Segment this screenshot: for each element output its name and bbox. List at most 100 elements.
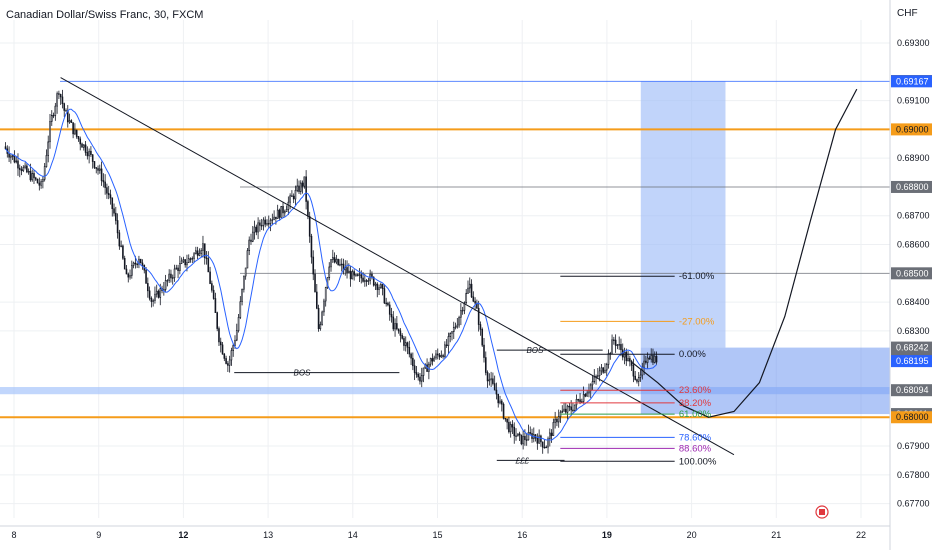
candle-body	[540, 435, 542, 443]
candle-body	[70, 120, 73, 123]
candle-body	[13, 155, 16, 163]
candle-body	[335, 258, 338, 263]
x-tick-label: 22	[856, 530, 866, 540]
candle-body	[607, 353, 610, 365]
candle-body	[465, 292, 468, 303]
demand-zone	[0, 387, 890, 395]
price-tag-label: 0.68500	[896, 268, 929, 278]
candle-body	[20, 169, 23, 172]
candle-body	[575, 399, 578, 406]
price-tag	[891, 180, 932, 193]
candle-body	[388, 304, 391, 315]
candle-body	[139, 258, 142, 264]
candle-body	[212, 289, 215, 299]
price-tag	[891, 267, 932, 280]
candle-body	[307, 201, 309, 217]
candle-body	[593, 376, 596, 382]
candle-body	[29, 170, 32, 181]
candle-body	[634, 375, 636, 380]
candle-body	[148, 290, 151, 299]
candle-body	[356, 274, 359, 276]
candle-body	[264, 219, 267, 225]
candle-body	[458, 316, 460, 326]
candle-body	[554, 418, 556, 423]
candle-body	[223, 353, 226, 359]
candle-body	[259, 222, 261, 226]
candle-body	[543, 446, 546, 449]
candle-body	[630, 360, 633, 366]
x-tick-label: 15	[432, 530, 442, 540]
candle-body	[586, 392, 588, 397]
candle-body	[561, 410, 564, 413]
candle-body	[237, 317, 240, 331]
candle-body	[235, 330, 238, 341]
candle-body	[47, 141, 50, 156]
candle-body	[84, 144, 87, 153]
candle-body	[362, 277, 364, 282]
candle-body	[367, 280, 370, 282]
price-tag-label: 0.68800	[896, 182, 929, 192]
candle-body	[428, 363, 430, 372]
candle-body	[397, 328, 400, 332]
candle-body	[209, 271, 211, 284]
candle-body	[266, 223, 268, 225]
candle-body	[17, 160, 19, 169]
candle-body	[643, 360, 645, 368]
candle-body	[355, 274, 357, 276]
candle-body	[616, 344, 619, 346]
candle-body	[404, 342, 407, 346]
horizontal-levels	[0, 80, 890, 419]
fib-label: -61.00%	[679, 271, 715, 282]
candle-body	[351, 271, 354, 280]
candle-body	[598, 370, 601, 376]
candle-body	[392, 316, 395, 330]
candle-body	[120, 245, 122, 247]
candle-body	[273, 216, 275, 220]
candle-body	[394, 323, 396, 330]
price-tag-label: 0.68000	[896, 412, 929, 422]
candle-body	[100, 168, 103, 181]
candle-body	[360, 274, 363, 279]
candle-body	[422, 367, 425, 376]
annotation-label: BOS	[526, 346, 544, 355]
candle-body	[22, 167, 25, 172]
candle-body	[8, 153, 10, 158]
candle-body	[380, 284, 382, 288]
candle-body	[106, 187, 108, 194]
candle-body	[225, 358, 227, 364]
candle-body	[438, 354, 441, 358]
candle-body	[102, 180, 105, 183]
candle-body	[490, 378, 492, 381]
fib-label: 0.00%	[679, 349, 706, 360]
candle-body	[632, 364, 635, 377]
price-tag-label: 0.68094	[896, 385, 929, 395]
grid	[0, 20, 890, 518]
candle-body	[348, 270, 350, 273]
candle-body	[303, 176, 306, 187]
candle-body	[34, 177, 37, 180]
candle-body	[195, 250, 197, 255]
candle-body	[324, 287, 327, 302]
candle-body	[493, 383, 496, 391]
price-tag	[891, 75, 932, 88]
candle-body	[549, 432, 551, 440]
candle-body	[291, 195, 293, 197]
candles	[4, 89, 658, 454]
x-tick-label: 19	[602, 530, 612, 540]
candle-body	[433, 357, 435, 362]
candle-body	[109, 194, 112, 199]
candle-body	[636, 379, 638, 382]
candle-body	[56, 93, 58, 107]
candle-body	[447, 336, 450, 347]
candle-body	[577, 399, 580, 401]
candle-body	[488, 379, 491, 382]
candle-body	[11, 155, 14, 157]
candle-body	[125, 268, 128, 275]
candle-body	[346, 267, 348, 273]
candle-body	[175, 267, 178, 270]
candle-body	[129, 275, 131, 278]
candle-body	[650, 355, 652, 360]
candle-body	[655, 355, 658, 363]
